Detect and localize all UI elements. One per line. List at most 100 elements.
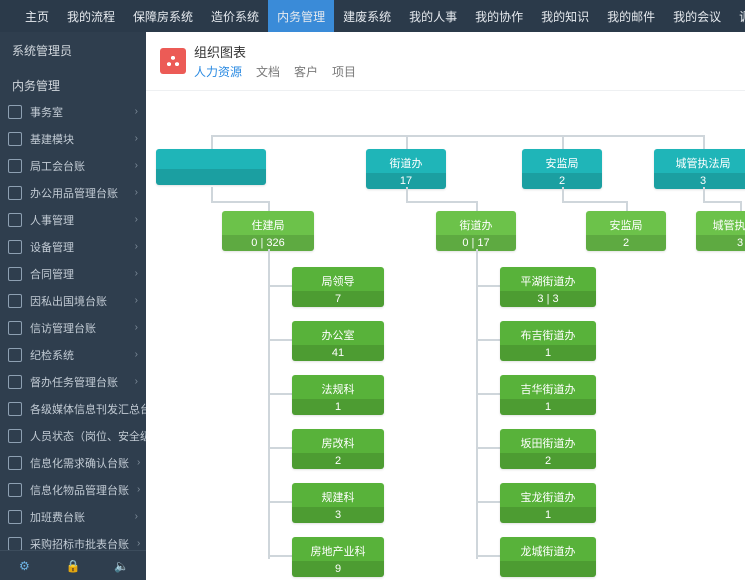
- org-node[interactable]: 布吉街道办1: [500, 321, 596, 361]
- connector-line: [476, 447, 500, 449]
- connector-line: [703, 187, 705, 201]
- chevron-right-icon: ›: [135, 160, 138, 171]
- org-node[interactable]: 安监局2: [586, 211, 666, 251]
- org-node-count: 1: [500, 345, 596, 361]
- sidebar-item-label: 办公用品管理台账: [30, 185, 118, 201]
- sidebar-item[interactable]: 信息化物品管理台账›: [0, 476, 146, 503]
- org-node[interactable]: 房改科2: [292, 429, 384, 469]
- doc-icon: [8, 348, 22, 362]
- doc-icon: [8, 537, 22, 551]
- connector-line: [626, 201, 628, 211]
- sidebar-item[interactable]: 人事管理›: [0, 206, 146, 233]
- org-node-count: 1: [500, 507, 596, 523]
- org-node[interactable]: 平湖街道办3 | 3: [500, 267, 596, 307]
- org-node[interactable]: 街道办17: [366, 149, 446, 189]
- chevron-right-icon: ›: [135, 241, 138, 252]
- org-node[interactable]: 吉华街道办1: [500, 375, 596, 415]
- chevron-right-icon: ›: [135, 214, 138, 225]
- org-node[interactable]: 办公室41: [292, 321, 384, 361]
- sidebar-item[interactable]: 督办任务管理台账›: [0, 368, 146, 395]
- topnav-tab[interactable]: 我的会议: [664, 0, 730, 32]
- connector-line: [268, 249, 270, 559]
- org-node[interactable]: 安监局2: [522, 149, 602, 189]
- org-node[interactable]: 房地产业科9: [292, 537, 384, 577]
- sidebar-item[interactable]: 基建模块›: [0, 125, 146, 152]
- org-node[interactable]: 住建局0 | 326: [222, 211, 314, 251]
- connector-line: [476, 501, 500, 503]
- topnav-tab[interactable]: 建废系统: [334, 0, 400, 32]
- sidebar-item[interactable]: 合同管理›: [0, 260, 146, 287]
- org-node-count: 3: [654, 173, 745, 189]
- sidebar-item[interactable]: 因私出国境台账›: [0, 287, 146, 314]
- org-node[interactable]: 局领导7: [292, 267, 384, 307]
- connector-line: [268, 447, 292, 449]
- org-node-label: 法规科: [292, 375, 384, 399]
- org-node[interactable]: 城管执法局3: [654, 149, 745, 189]
- lock-icon[interactable]: 🔒: [66, 559, 80, 573]
- sidebar-item[interactable]: 各级媒体信息刊发汇总台账›: [0, 395, 146, 422]
- org-node[interactable]: [156, 149, 266, 185]
- sidebar-item[interactable]: 信息化需求确认台账›: [0, 449, 146, 476]
- sidebar-item-label: 局工会台账: [30, 158, 85, 174]
- org-node-label: 规建科: [292, 483, 384, 507]
- org-node-label: 房地产业科: [292, 537, 384, 561]
- topnav-tab[interactable]: 造价系统: [202, 0, 268, 32]
- sidebar-item[interactable]: 办公用品管理台账›: [0, 179, 146, 206]
- page-title: 组织图表: [194, 42, 356, 61]
- chevron-right-icon: ›: [137, 457, 140, 468]
- sidebar-item-label: 采购招标市批表台账: [30, 536, 129, 551]
- topnav-tab[interactable]: 我的流程: [58, 0, 124, 32]
- org-node[interactable]: 龙城街道办: [500, 537, 596, 577]
- sidebar-item-label: 加班费台账: [30, 509, 85, 525]
- crumb-tab[interactable]: 客户: [294, 63, 318, 80]
- sidebar-item[interactable]: 人员状态（岗位、安全级别、角›: [0, 422, 146, 449]
- topnav-tab[interactable]: 调查: [730, 0, 745, 32]
- org-node-label: 城管执法局: [654, 149, 745, 173]
- sidebar-item-label: 事务室: [30, 104, 63, 120]
- org-node[interactable]: 坂田街道办2: [500, 429, 596, 469]
- doc-icon: [8, 105, 22, 119]
- topnav-tab[interactable]: 保障房系统: [124, 0, 202, 32]
- org-node[interactable]: 宝龙街道办1: [500, 483, 596, 523]
- crumb-tab[interactable]: 人力资源: [194, 63, 242, 80]
- topnav-tab[interactable]: 我的知识: [532, 0, 598, 32]
- sidebar-item[interactable]: 纪检系统›: [0, 341, 146, 368]
- crumb-tab[interactable]: 文档: [256, 63, 280, 80]
- org-node[interactable]: 街道办0 | 17: [436, 211, 516, 251]
- sidebar-item[interactable]: 局工会台账 ›: [0, 152, 146, 179]
- sidebar: 系统管理员 内务管理 事务室›基建模块›局工会台账›办公用品管理台账›人事管理›…: [0, 32, 146, 580]
- org-chart[interactable]: 街道办17安监局2城管执法局3住建局0 | 326街道办0 | 17安监局2城管…: [146, 91, 745, 580]
- connector-line: [476, 339, 500, 341]
- doc-icon: [8, 267, 22, 281]
- topnav-tab[interactable]: 主页: [16, 0, 58, 32]
- sidebar-item[interactable]: 设备管理›: [0, 233, 146, 260]
- topnav-tab[interactable]: 我的邮件: [598, 0, 664, 32]
- sidebar-item-label: 纪检系统: [30, 347, 74, 363]
- org-node-label: 布吉街道办: [500, 321, 596, 345]
- chevron-right-icon: ›: [135, 511, 138, 522]
- sidebar-item[interactable]: 信访管理台账›: [0, 314, 146, 341]
- org-node-count: 2: [500, 453, 596, 469]
- org-node[interactable]: 法规科1: [292, 375, 384, 415]
- org-node[interactable]: 规建科3: [292, 483, 384, 523]
- chevron-right-icon: ›: [135, 295, 138, 306]
- gear-icon[interactable]: ⚙: [17, 559, 31, 573]
- connector-line: [268, 501, 292, 503]
- topnav-tab[interactable]: 内务管理: [268, 0, 334, 32]
- topnav-tab[interactable]: 我的协作: [466, 0, 532, 32]
- connector-line: [476, 249, 478, 559]
- crumb-tab[interactable]: 项目: [332, 63, 356, 80]
- sidebar-item[interactable]: 事务室 ›: [0, 98, 146, 125]
- chevron-right-icon: ›: [135, 106, 138, 117]
- topnav-tab[interactable]: 我的人事: [400, 0, 466, 32]
- sidebar-item-label: 基建模块: [30, 131, 74, 147]
- org-node[interactable]: 城管执法局3: [696, 211, 745, 251]
- sidebar-item-label: 信访管理台账: [30, 320, 96, 336]
- org-node-label: 办公室: [292, 321, 384, 345]
- sidebar-item[interactable]: 加班费台账 ›: [0, 503, 146, 530]
- org-node-count: 7: [292, 291, 384, 307]
- org-node-label: [156, 149, 266, 169]
- sidebar-item[interactable]: 采购招标市批表台账›: [0, 530, 146, 550]
- sound-icon[interactable]: 🔈: [115, 559, 129, 573]
- breadcrumb: 组织图表 人力资源文档客户项目: [146, 32, 745, 91]
